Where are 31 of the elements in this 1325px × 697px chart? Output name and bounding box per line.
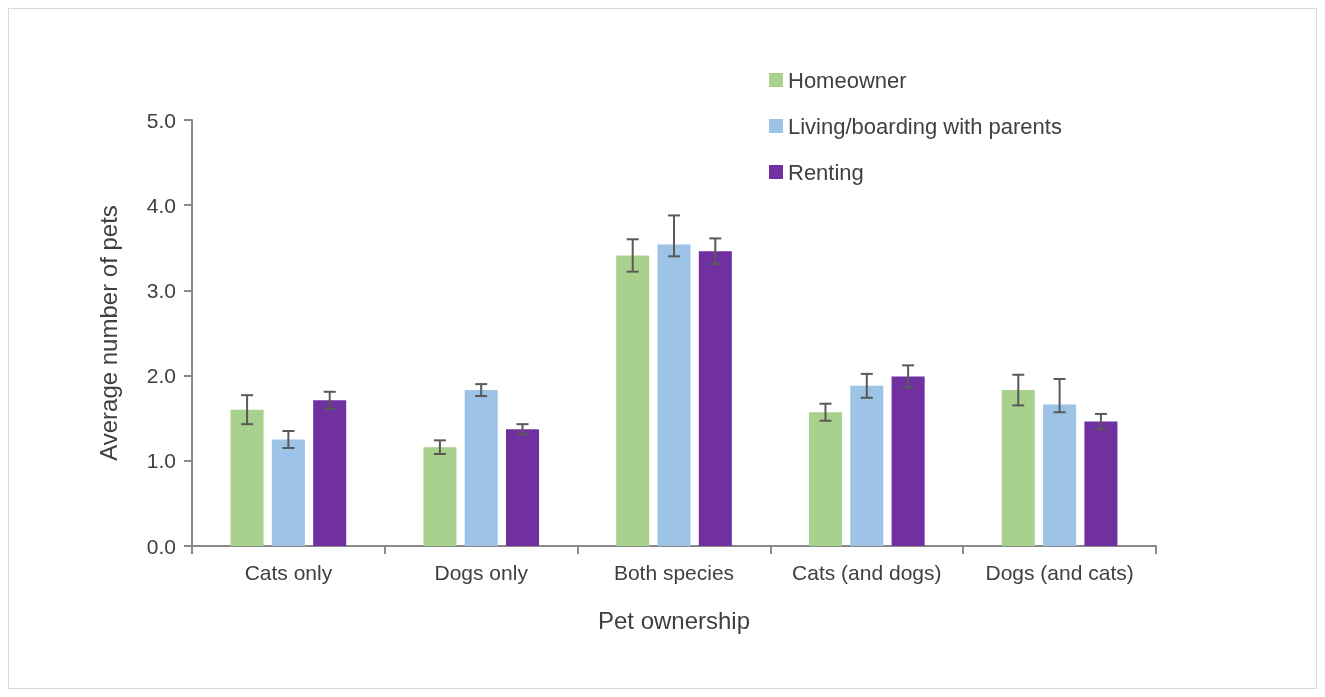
bar: [891, 376, 925, 546]
legend-label: Homeowner: [788, 67, 907, 93]
y-axis-title: Average number of pets: [94, 205, 122, 461]
bar: [230, 409, 264, 546]
legend-label: Renting: [788, 159, 864, 185]
x-axis-title: Pet ownership: [597, 606, 751, 634]
x-tick-label: Both species: [613, 561, 735, 584]
bar: [1084, 421, 1118, 546]
y-tick-label: 4.0: [146, 193, 176, 217]
x-tick-label: Dogs (and cats): [985, 561, 1134, 584]
y-tick-label: 0.0: [146, 534, 176, 558]
bar: [850, 385, 884, 546]
bar: [616, 255, 650, 546]
bar: [698, 251, 732, 546]
y-tick-label: 2.0: [146, 364, 176, 388]
x-tick-label: Dogs only: [434, 561, 529, 584]
bar: [1043, 404, 1077, 546]
bar: [808, 412, 843, 546]
bar: [1001, 390, 1035, 546]
y-tick-label: 5.0: [146, 108, 176, 132]
y-tick-label: 3.0: [146, 278, 176, 302]
bar: [505, 429, 540, 546]
bar: [313, 400, 347, 546]
bar: [423, 447, 457, 546]
x-tick-label: Cats (and dogs): [792, 561, 942, 584]
bar: [464, 390, 498, 546]
y-tick-label: 1.0: [146, 449, 176, 473]
x-tick-label: Cats only: [244, 561, 333, 584]
bar: [271, 439, 305, 546]
bar: [657, 244, 691, 546]
legend-label: Living/boarding with parents: [788, 113, 1062, 139]
